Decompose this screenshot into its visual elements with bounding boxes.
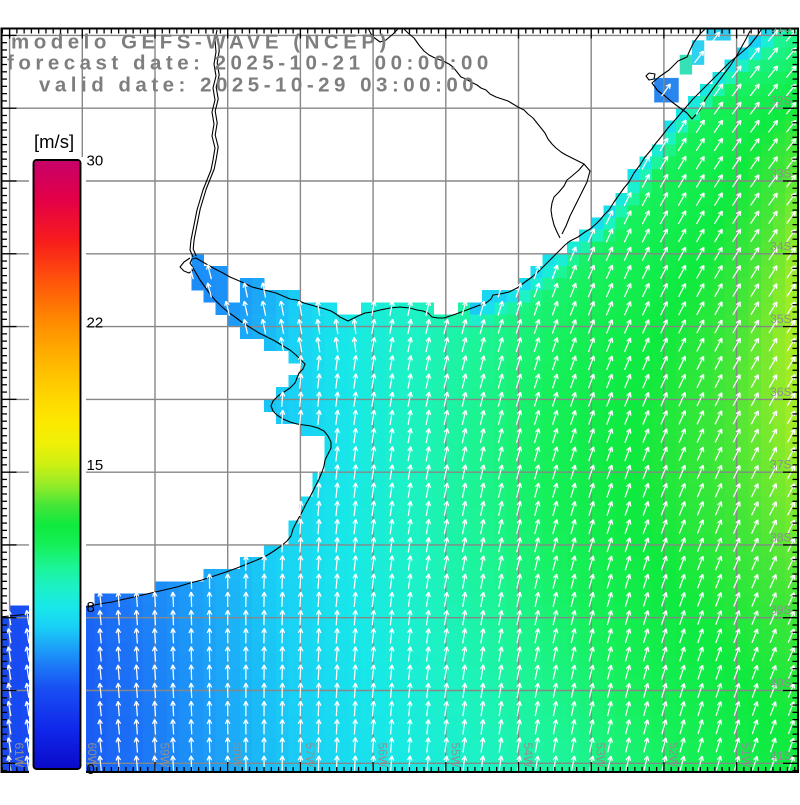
svg-text:53W: 53W [594, 743, 608, 768]
svg-text:33S: 33S [770, 167, 791, 181]
svg-text:8: 8 [87, 599, 95, 616]
svg-text:32S: 32S [770, 94, 791, 108]
svg-text:35S: 35S [770, 312, 791, 326]
svg-text:60W: 60W [85, 743, 99, 768]
svg-text:36S: 36S [770, 385, 791, 399]
svg-text:39S: 39S [770, 603, 791, 617]
svg-text:38S: 38S [770, 530, 791, 544]
svg-text:0: 0 [87, 761, 95, 778]
svg-text:37S: 37S [770, 458, 791, 472]
svg-text:57W: 57W [303, 743, 317, 768]
svg-text:modelo GEFS-WAVE (NCEP): modelo GEFS-WAVE (NCEP) [11, 31, 391, 54]
svg-text:59W: 59W [158, 743, 172, 768]
svg-text:22: 22 [87, 315, 104, 332]
svg-text:56W: 56W [376, 743, 390, 768]
svg-text:15: 15 [87, 457, 104, 474]
svg-text:[m/s]: [m/s] [34, 131, 74, 152]
svg-text:30: 30 [87, 153, 104, 170]
svg-text:valid date: 2025-10-29 03:00:0: valid date: 2025-10-29 03:00:00 [39, 74, 478, 97]
svg-text:61W: 61W [12, 743, 26, 768]
svg-text:54W: 54W [521, 743, 535, 768]
svg-text:31S: 31S [770, 21, 791, 35]
svg-text:55W: 55W [448, 743, 462, 768]
svg-text:52W: 52W [666, 743, 680, 768]
svg-text:58W: 58W [230, 743, 244, 768]
svg-text:34S: 34S [770, 239, 791, 253]
svg-text:40S: 40S [770, 676, 791, 690]
svg-text:41S: 41S [770, 749, 791, 763]
svg-text:forecast date: 2025-10-21 00:0: forecast date: 2025-10-21 00:00:00 [7, 52, 493, 75]
svg-text:51W: 51W [739, 743, 753, 768]
